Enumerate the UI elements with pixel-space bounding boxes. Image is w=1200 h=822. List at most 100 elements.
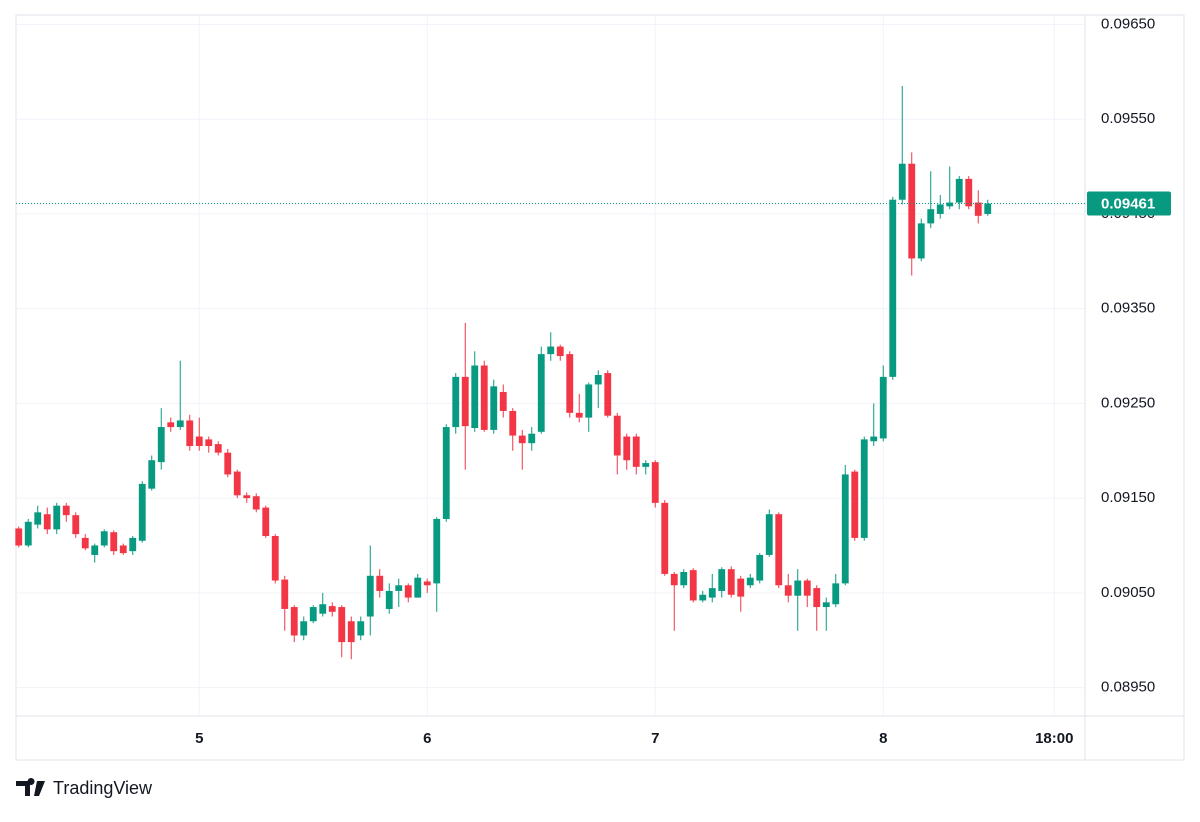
candle-body	[841, 474, 849, 584]
candle-body	[243, 495, 251, 499]
candle-body	[214, 444, 222, 453]
candle-body	[661, 502, 669, 574]
candle-body	[385, 590, 393, 609]
candle-body	[708, 588, 716, 598]
candle-body	[803, 580, 811, 596]
candle-body	[908, 163, 916, 259]
candle-body	[699, 594, 707, 601]
candle-body	[813, 588, 821, 608]
axis-labels: 0.08950 0.09050 0.09150 0.09250 0.09350 0.094…	[195, 15, 1171, 747]
candle-body	[442, 427, 450, 519]
candle-body	[642, 463, 650, 467]
grid	[16, 15, 1085, 716]
candle-body	[271, 536, 279, 581]
candle-body	[889, 199, 897, 377]
logo-icon	[16, 778, 45, 796]
candle-body	[91, 545, 99, 555]
y-tick-label: 0.09650	[1101, 15, 1155, 32]
x-tick-label: 8	[879, 730, 887, 747]
candle-body	[499, 392, 507, 411]
candle-body	[167, 422, 175, 428]
candle-body	[281, 579, 289, 609]
candle-body	[119, 545, 127, 554]
candle-body	[974, 202, 982, 216]
candle-body	[414, 577, 422, 598]
candle-body	[205, 439, 213, 447]
logo: TradingView	[16, 778, 153, 798]
candle-body	[556, 346, 564, 357]
candle-body	[34, 512, 42, 525]
candle-body	[376, 575, 384, 591]
candle-body	[195, 436, 203, 447]
candle-body	[765, 514, 773, 555]
candle-body	[566, 354, 574, 413]
candle-body	[689, 570, 697, 601]
candle-body	[72, 515, 80, 535]
candle-body	[224, 452, 232, 475]
candle-body	[594, 374, 602, 385]
candle-body	[651, 462, 659, 503]
candle-body	[851, 471, 859, 538]
candle-body	[252, 496, 260, 510]
candle-body	[452, 376, 460, 428]
candle-body	[357, 621, 365, 636]
candle-body	[575, 412, 583, 418]
candle-body	[879, 376, 887, 439]
candle-body	[775, 514, 783, 586]
candle-body	[480, 365, 488, 430]
candle-body	[328, 606, 336, 612]
candle-body	[680, 572, 688, 586]
candle-body	[613, 415, 621, 456]
candle-body	[129, 537, 137, 552]
candle-body	[870, 436, 878, 442]
candle-body	[110, 532, 118, 552]
candle-body	[984, 203, 992, 214]
candle-body	[262, 507, 270, 537]
x-tick-label: 7	[651, 730, 659, 747]
candle-body	[946, 202, 954, 207]
candle-body	[670, 573, 678, 586]
last-price-label: 0.09461	[1101, 195, 1155, 212]
candle-body	[15, 528, 23, 546]
candles	[15, 86, 1085, 660]
x-tick-label: 18:00	[1035, 730, 1073, 747]
candle-body	[547, 346, 555, 355]
candle-body	[395, 585, 403, 591]
y-tick-label: 0.08950	[1101, 679, 1155, 696]
candle-body	[423, 581, 431, 586]
candle-body	[300, 621, 308, 636]
candle-body	[43, 514, 51, 530]
candle-body	[604, 373, 612, 416]
candle-body	[965, 178, 973, 207]
y-tick-label: 0.09550	[1101, 110, 1155, 127]
candle-body	[917, 223, 925, 259]
chart-frame	[15, 14, 1185, 761]
candle-body	[927, 209, 935, 224]
candle-body	[537, 354, 545, 432]
candle-body	[471, 365, 479, 429]
candle-body	[585, 384, 593, 418]
candle-body	[138, 483, 146, 541]
brand: TradingView	[53, 778, 153, 798]
candle-body	[784, 585, 792, 596]
candle-body	[936, 204, 944, 214]
candle-body	[148, 460, 156, 489]
candle-body	[528, 433, 536, 444]
candle-body	[233, 471, 241, 496]
x-tick-label: 6	[423, 730, 431, 747]
candle-body	[832, 583, 840, 605]
candle-body	[100, 531, 108, 546]
candle-body	[490, 386, 498, 430]
candle-body	[518, 435, 526, 444]
candle-body	[737, 578, 745, 597]
y-tick-label: 0.09050	[1101, 584, 1155, 601]
candle-body	[290, 607, 298, 636]
candle-body	[309, 607, 317, 622]
candle-body	[404, 585, 412, 598]
y-tick-label: 0.09250	[1101, 394, 1155, 411]
candle-body	[186, 420, 194, 447]
candle-body	[81, 537, 89, 549]
candle-body	[509, 410, 517, 436]
